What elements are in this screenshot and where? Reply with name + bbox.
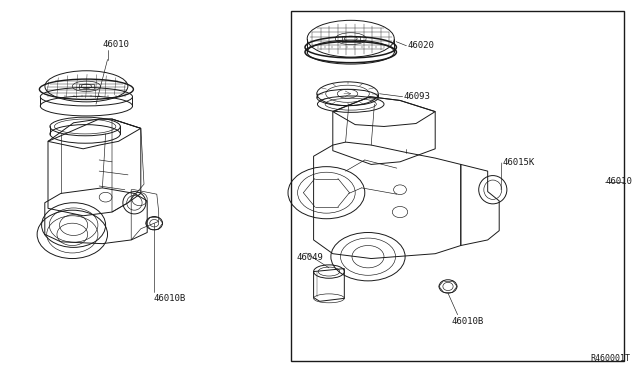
Text: R460001T: R460001T [590,354,630,363]
Text: 46020: 46020 [407,41,434,50]
Bar [291,11,624,361]
Text: 46010B: 46010B [154,294,186,303]
Text: 46010: 46010 [102,40,129,49]
Text: 46093: 46093 [403,92,430,101]
Text: 46010: 46010 [605,177,632,186]
Text: 46010B: 46010B [452,317,484,326]
Text: 46049: 46049 [297,253,324,262]
Text: 46015K: 46015K [502,158,534,167]
